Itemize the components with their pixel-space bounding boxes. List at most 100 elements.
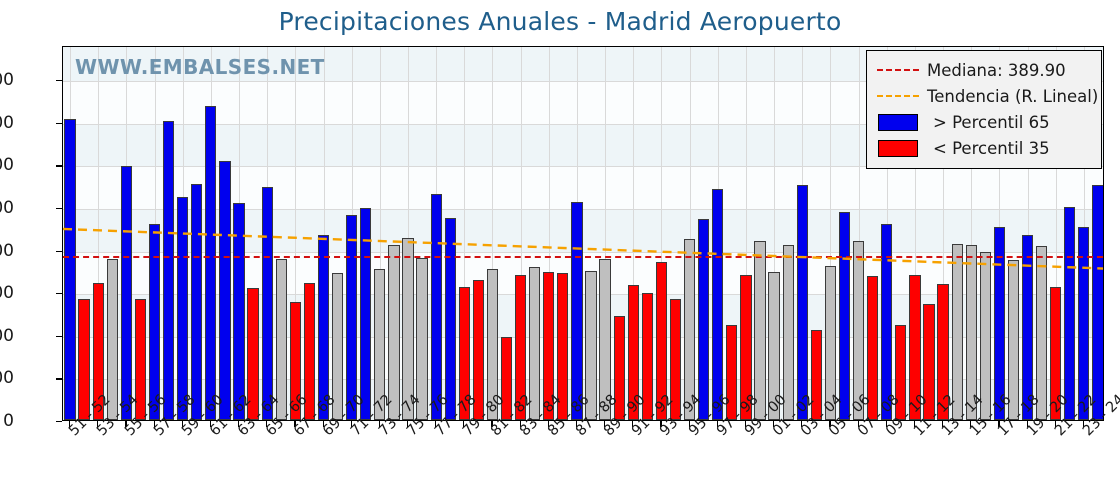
x-axis-tick-mark [773, 421, 775, 427]
bar [1078, 226, 1090, 420]
x-axis-tick-mark [575, 421, 578, 427]
x-axis-tick-mark [294, 421, 296, 427]
y-axis-tick-mark [56, 293, 62, 295]
bar [740, 274, 752, 420]
legend-item-above-p65: > Percentil 65 [875, 109, 1093, 135]
y-axis-tick-label: 600 [0, 155, 14, 176]
bar [177, 197, 189, 420]
legend-label-trend: Tendencia (R. Lineal) [927, 86, 1099, 106]
bar [331, 272, 344, 420]
y-axis-tick-mark [56, 250, 62, 252]
y-axis-tick-label: 300 [0, 283, 14, 304]
bar [444, 218, 456, 420]
bar [782, 244, 794, 420]
x-axis-tick-mark [1082, 421, 1085, 427]
trend-line [63, 47, 1103, 420]
y-axis-tick-label: 100 [0, 368, 14, 389]
bar [923, 304, 935, 420]
y-axis-tick-mark [56, 421, 62, 423]
x-axis-tick-mark [125, 421, 127, 427]
bar [726, 324, 738, 420]
red-swatch-icon [875, 139, 921, 157]
x-axis-tick-mark [547, 421, 549, 427]
bar [655, 262, 668, 420]
bar [120, 165, 132, 420]
x-axis-tick-mark [942, 421, 944, 427]
bar [838, 211, 851, 420]
page-title: Precipitaciones Anuales - Madrid Aeropue… [278, 7, 842, 36]
x-axis-tick-mark [181, 421, 183, 427]
x-axis-tick-mark [519, 421, 521, 427]
bar [289, 301, 301, 420]
bar [599, 258, 611, 420]
x-axis-tick-mark [660, 421, 662, 427]
y-axis-tick-label: 0 [3, 411, 14, 431]
x-axis-tick-mark [885, 421, 887, 427]
x-axis-tick-mark [857, 421, 859, 427]
y-axis-tick-label: 200 [0, 325, 14, 346]
x-axis-tick-mark [406, 421, 409, 427]
bar [303, 282, 316, 420]
bar [416, 257, 428, 420]
bar [275, 259, 287, 420]
bar [796, 185, 808, 420]
watermark: WWW.EMBALSES.NET [75, 55, 325, 79]
y-axis-tick-label: 800 [0, 70, 14, 91]
bar [148, 224, 161, 420]
legend-label-below-p35: < Percentil 35 [933, 138, 1050, 158]
x-axis-tick-mark [1026, 421, 1028, 427]
x-axis-tick-mark [998, 421, 1000, 427]
bar [669, 298, 682, 420]
bar [993, 227, 1005, 420]
bar [641, 292, 653, 420]
x-axis-tick-mark [604, 421, 606, 427]
bar [1050, 287, 1062, 420]
x-axis-tick-mark [491, 421, 493, 427]
bar [205, 105, 217, 420]
bar [374, 268, 386, 420]
bar [881, 223, 893, 420]
x-axis-tick-mark [69, 421, 71, 427]
bar [768, 271, 780, 420]
x-axis-tick-mark [688, 421, 690, 427]
bar [613, 315, 625, 420]
x-axis-tick-mark [716, 421, 718, 427]
bar [698, 218, 710, 420]
x-axis-tick-mark [378, 421, 380, 427]
x-axis-tick-mark [913, 421, 916, 427]
bar [965, 244, 977, 420]
x-axis-tick-mark [632, 421, 634, 427]
x-axis-tick-mark [829, 421, 831, 427]
bar [909, 274, 921, 420]
x-axis-tick-mark [744, 421, 747, 427]
bar [261, 187, 273, 420]
trend-dash-icon [875, 95, 921, 97]
bar [219, 161, 231, 420]
bar [1036, 246, 1048, 420]
bar [951, 243, 963, 420]
bar [64, 118, 76, 420]
y-axis-tick-mark [56, 122, 62, 124]
bar [78, 298, 90, 420]
bar [543, 271, 555, 420]
legend-label-median: Mediana: 389.90 [927, 60, 1066, 80]
legend: Mediana: 389.90 Tendencia (R. Lineal) > … [866, 50, 1102, 169]
bar [472, 279, 484, 420]
bar [1007, 259, 1020, 420]
bar [162, 120, 175, 420]
x-axis-tick-mark [153, 421, 155, 427]
bar [134, 299, 147, 420]
y-axis-tick-label: 400 [0, 240, 14, 261]
bar [585, 270, 597, 420]
y-axis-tick-label: 700 [0, 112, 14, 133]
bar [754, 241, 766, 420]
bar [346, 215, 358, 420]
y-axis-tick-mark [56, 378, 62, 380]
bar [360, 208, 372, 420]
bar [571, 202, 583, 420]
bar [1021, 235, 1034, 420]
legend-item-trend: Tendencia (R. Lineal) [875, 83, 1098, 109]
bar [627, 284, 639, 420]
blue-swatch-icon [875, 113, 921, 131]
